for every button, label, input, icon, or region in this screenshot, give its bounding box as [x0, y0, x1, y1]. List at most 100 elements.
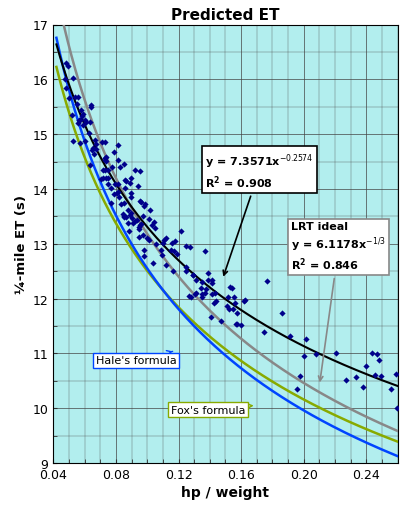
Point	[187, 293, 194, 301]
Point	[121, 184, 128, 192]
Point	[118, 200, 124, 208]
Point	[99, 139, 106, 147]
Point	[80, 122, 86, 130]
Point	[89, 147, 95, 155]
Point	[198, 293, 205, 301]
Point	[261, 328, 267, 336]
Y-axis label: ¼-mile ET (s): ¼-mile ET (s)	[16, 195, 28, 294]
Point	[133, 216, 139, 224]
Point	[108, 185, 115, 193]
Point	[208, 277, 215, 285]
Point	[79, 110, 86, 119]
Point	[332, 349, 338, 357]
Point	[201, 247, 207, 255]
Point	[76, 117, 82, 125]
Point	[225, 305, 231, 313]
Text: LRT ideal
y = 6.1178x$^{-1/3}$
$\mathbf{R^2}$ = 0.846: LRT ideal y = 6.1178x$^{-1/3}$ $\mathbf{…	[290, 222, 385, 381]
Point	[167, 246, 174, 254]
Point	[104, 181, 111, 189]
Point	[387, 385, 393, 393]
Point	[131, 166, 138, 174]
Point	[351, 374, 358, 382]
Point	[231, 300, 238, 308]
Point	[102, 138, 108, 147]
Point	[140, 252, 147, 260]
Point	[232, 320, 238, 328]
Point	[302, 335, 308, 344]
Point	[110, 191, 117, 199]
Point	[92, 146, 99, 154]
Point	[211, 290, 217, 298]
Point	[139, 213, 146, 221]
Point	[75, 120, 81, 128]
Point	[70, 75, 76, 83]
Point	[115, 157, 121, 165]
Point	[192, 290, 198, 298]
Point	[224, 293, 230, 301]
Point	[230, 293, 237, 301]
Point	[373, 351, 380, 359]
Point	[263, 278, 270, 286]
Point	[123, 177, 129, 185]
Point	[157, 246, 164, 254]
Point	[234, 320, 240, 328]
Point	[229, 305, 235, 313]
Point	[170, 268, 176, 276]
Point	[204, 276, 211, 285]
Point	[87, 103, 94, 111]
Point	[136, 197, 143, 205]
Point	[108, 163, 115, 172]
Point	[119, 210, 126, 218]
Point	[121, 177, 128, 185]
Point	[75, 94, 81, 102]
Title: Predicted ET: Predicted ET	[171, 8, 279, 23]
Point	[375, 357, 382, 365]
Point	[99, 174, 106, 182]
Point	[102, 174, 109, 182]
Point	[141, 202, 147, 210]
Point	[171, 247, 178, 255]
Point	[79, 112, 85, 121]
Point	[278, 309, 285, 318]
Point	[212, 297, 218, 305]
Point	[192, 291, 198, 299]
Point	[148, 221, 155, 230]
Point	[136, 226, 142, 234]
Point	[121, 200, 127, 208]
Point	[115, 194, 122, 202]
Point	[105, 166, 111, 175]
Point	[82, 117, 88, 125]
Point	[371, 372, 377, 380]
Point	[88, 102, 94, 110]
Point	[286, 332, 293, 340]
Point	[114, 142, 121, 150]
Point	[182, 267, 189, 275]
Point	[146, 215, 152, 223]
Point	[87, 119, 93, 127]
Point	[210, 300, 217, 308]
Point	[139, 231, 146, 239]
Point	[121, 160, 127, 168]
Point	[69, 111, 75, 120]
Point	[85, 130, 92, 138]
Text: Fox's formula: Fox's formula	[170, 404, 252, 415]
Point	[101, 156, 108, 164]
Point	[76, 140, 83, 148]
Text: y = 7.3571x$^{-0.2574}$
$\mathbf{R^2}$ = 0.908: y = 7.3571x$^{-0.2574}$ $\mathbf{R^2}$ =…	[204, 153, 313, 275]
Point	[82, 119, 89, 127]
Point	[138, 199, 144, 207]
Point	[162, 262, 169, 270]
Point	[90, 145, 97, 153]
Point	[162, 234, 169, 242]
Point	[81, 137, 88, 146]
Point	[182, 264, 189, 272]
Point	[233, 309, 240, 318]
Point	[103, 157, 109, 165]
Point	[392, 371, 398, 379]
Point	[87, 161, 94, 169]
Point	[128, 193, 135, 202]
Point	[205, 270, 211, 278]
Point	[158, 252, 165, 260]
Point	[202, 285, 209, 293]
Point	[131, 217, 137, 225]
